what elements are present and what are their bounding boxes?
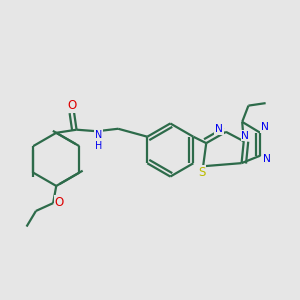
Text: O: O xyxy=(55,196,64,209)
Text: S: S xyxy=(198,166,205,179)
Text: N: N xyxy=(263,154,271,164)
Text: N
H: N H xyxy=(94,130,102,152)
Text: N: N xyxy=(215,124,223,134)
Text: N: N xyxy=(242,130,249,141)
Text: O: O xyxy=(68,99,77,112)
Text: N: N xyxy=(261,122,269,132)
